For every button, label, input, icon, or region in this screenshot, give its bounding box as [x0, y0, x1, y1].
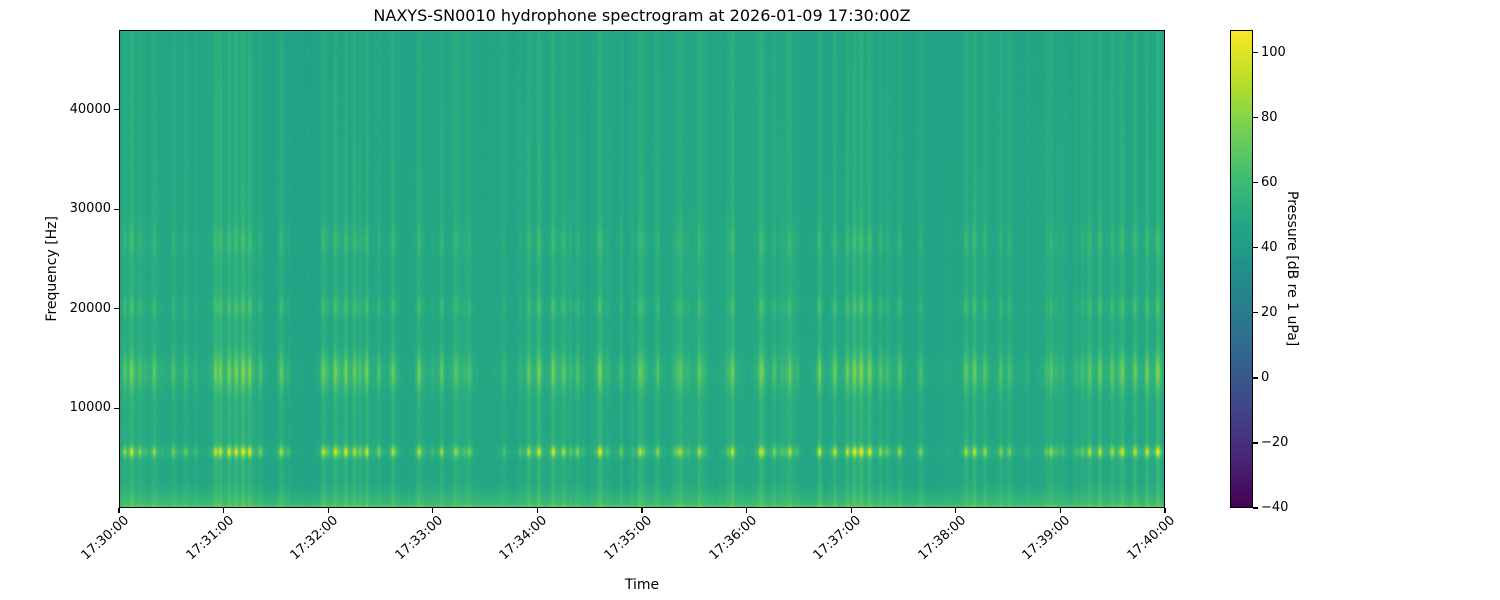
colorbar-tick-label: 40	[1261, 239, 1278, 255]
colorbar-tick-label: −40	[1261, 500, 1289, 515]
x-tick-mark	[850, 508, 852, 513]
x-tick-mark	[1164, 508, 1166, 513]
spectrogram-image	[119, 30, 1165, 508]
y-tick-label: 30000	[69, 201, 111, 217]
colorbar-tick-mark	[1253, 312, 1258, 314]
colorbar-tick-mark	[1253, 117, 1258, 119]
colorbar-tick-mark	[1253, 377, 1258, 379]
x-tick-mark	[746, 508, 748, 513]
x-tick-mark	[118, 508, 120, 513]
x-tick-mark	[432, 508, 434, 513]
y-tick-label: 40000	[69, 101, 111, 117]
colorbar-tick-mark	[1253, 507, 1258, 509]
x-tick-mark	[223, 508, 225, 513]
colorbar-tick-label: 80	[1261, 109, 1278, 125]
colorbar-label-text: Pressure [dB re 1 uPa]	[1284, 191, 1300, 347]
x-axis-label: Time	[624, 577, 660, 593]
x-tick-mark	[327, 508, 329, 513]
y-tick-mark	[114, 109, 119, 111]
colorbar-tick-label: 100	[1261, 44, 1286, 60]
colorbar-tick-mark	[1253, 247, 1258, 249]
y-tick-label: 20000	[69, 300, 111, 316]
y-tick-mark	[114, 407, 119, 409]
y-tick-mark	[114, 208, 119, 210]
colorbar-label: Pressure [dB re 1 uPa]	[1284, 30, 1300, 508]
y-tick-label: 10000	[69, 400, 111, 416]
colorbar	[1230, 30, 1253, 508]
x-tick-mark	[955, 508, 957, 513]
colorbar-tick-label: −20	[1261, 434, 1289, 450]
colorbar-tick-label: 20	[1261, 304, 1278, 320]
colorbar-tick-mark	[1253, 442, 1258, 444]
x-tick-mark	[641, 508, 643, 513]
colorbar-tick-mark	[1253, 182, 1258, 184]
colorbar-gradient	[1230, 30, 1253, 508]
y-tick-mark	[114, 308, 119, 310]
x-tick-mark	[536, 508, 538, 513]
plot-area	[119, 30, 1165, 508]
colorbar-tick-mark	[1253, 52, 1258, 54]
colorbar-tick-label: 60	[1261, 174, 1278, 190]
figure-title: NAXYS-SN0010 hydrophone spectrogram at 2…	[373, 6, 911, 25]
colorbar-tick-label: 0	[1261, 369, 1270, 385]
x-tick-mark	[1059, 508, 1061, 513]
